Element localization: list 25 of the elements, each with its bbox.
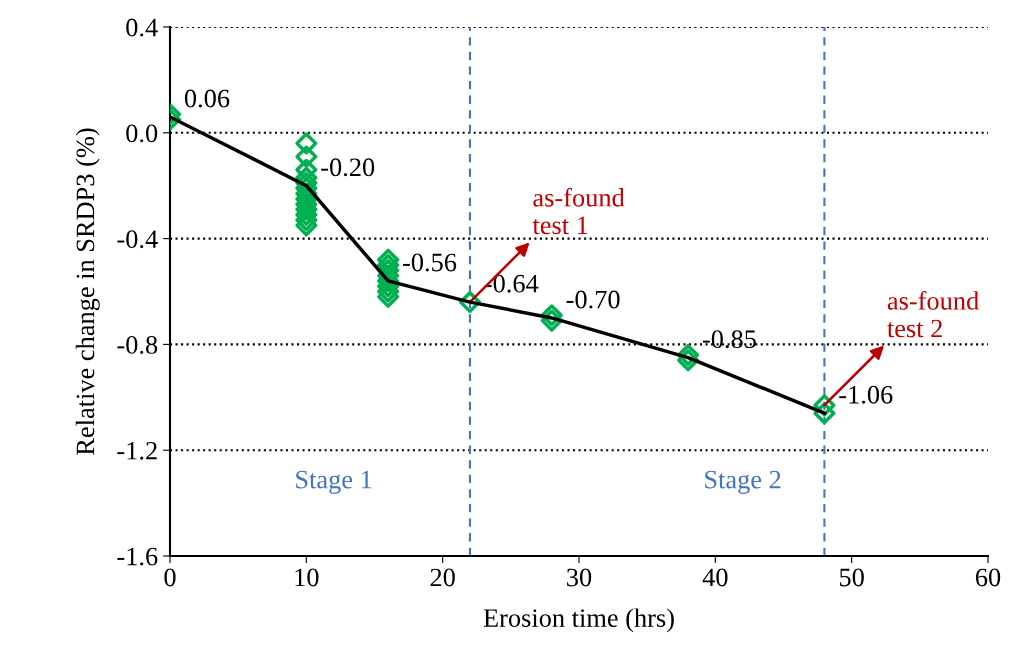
annotation: as-found test 1 (532, 187, 625, 235)
x-axis-title: Erosion time (hrs) (483, 608, 674, 633)
annotation: as-found test 2 (887, 290, 979, 338)
y-tick-label: -1.2 (117, 441, 157, 460)
y-tick-label: 0.4 (126, 18, 158, 37)
y-tick-label: 0.0 (126, 124, 158, 143)
x-tick-label: 10 (295, 568, 319, 587)
data-label: 0.06 (184, 89, 230, 108)
data-label: -0.85 (702, 330, 756, 349)
y-tick-label: -0.4 (117, 230, 158, 249)
x-tick-label: 0 (164, 568, 176, 587)
x-tick-label: 40 (702, 568, 728, 587)
data-label: -0.56 (403, 253, 457, 272)
annotation: Stage 2 (705, 470, 781, 494)
data-label: -0.20 (321, 158, 375, 177)
annotation: Stage 1 (296, 470, 372, 494)
y-tick-label: -0.8 (117, 336, 158, 354)
data-label: -1.06 (839, 385, 893, 404)
x-tick-label: 60 (975, 568, 1001, 587)
y-tick-label: -1.6 (117, 547, 158, 566)
data-label: -0.70 (566, 290, 620, 309)
y-axis-title: Relative change in SRDP3 (%) (75, 128, 100, 455)
x-tick-label: 20 (430, 568, 455, 587)
x-tick-label: 30 (567, 568, 592, 587)
x-tick-label: 50 (840, 568, 864, 587)
